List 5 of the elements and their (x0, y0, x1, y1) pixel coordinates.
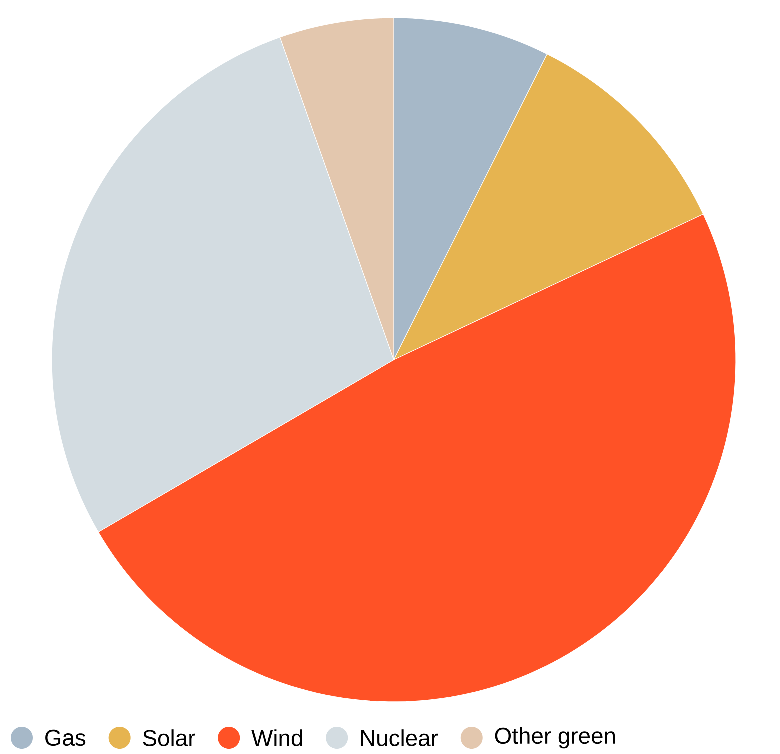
legend-label: Wind (252, 730, 302, 746)
legend-label: Gas (46, 730, 86, 746)
legend-label: Other green (495, 727, 616, 749)
legend-label: Solar (143, 730, 196, 746)
legend-label: Nuclear (361, 730, 438, 746)
